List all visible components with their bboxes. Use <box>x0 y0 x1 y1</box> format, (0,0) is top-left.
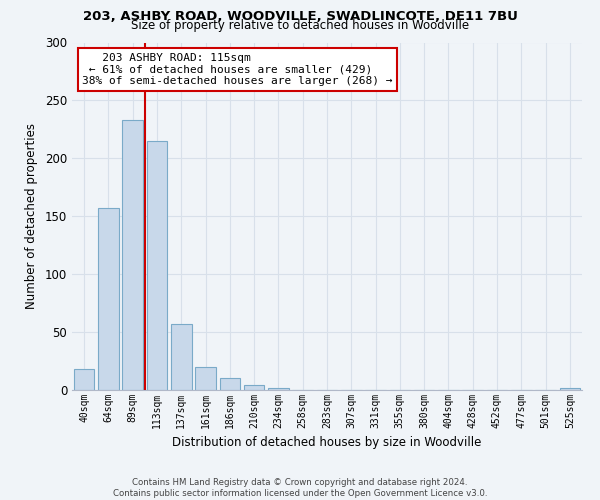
Bar <box>195 367 216 390</box>
Text: Contains HM Land Registry data © Crown copyright and database right 2024.
Contai: Contains HM Land Registry data © Crown c… <box>113 478 487 498</box>
Bar <box>220 378 240 390</box>
Bar <box>122 120 143 390</box>
Bar <box>244 386 265 390</box>
Bar <box>268 388 289 390</box>
Text: 203, ASHBY ROAD, WOODVILLE, SWADLINCOTE, DE11 7BU: 203, ASHBY ROAD, WOODVILLE, SWADLINCOTE,… <box>83 10 517 23</box>
Text: Size of property relative to detached houses in Woodville: Size of property relative to detached ho… <box>131 18 469 32</box>
Bar <box>146 141 167 390</box>
Bar <box>171 324 191 390</box>
Bar <box>98 208 119 390</box>
X-axis label: Distribution of detached houses by size in Woodville: Distribution of detached houses by size … <box>172 436 482 450</box>
Y-axis label: Number of detached properties: Number of detached properties <box>25 123 38 309</box>
Bar <box>74 369 94 390</box>
Text: 203 ASHBY ROAD: 115sqm
 ← 61% of detached houses are smaller (429)
38% of semi-d: 203 ASHBY ROAD: 115sqm ← 61% of detached… <box>82 53 392 86</box>
Bar <box>560 388 580 390</box>
